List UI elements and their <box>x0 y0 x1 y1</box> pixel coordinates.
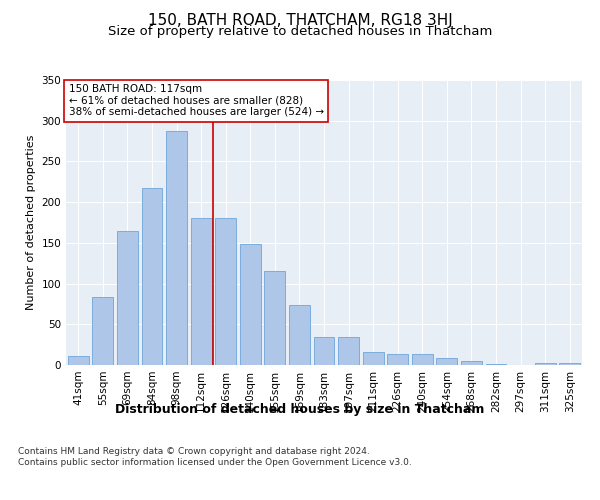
Y-axis label: Number of detached properties: Number of detached properties <box>26 135 36 310</box>
Bar <box>92 298 113 365</box>
Bar <box>142 188 163 365</box>
Bar <box>265 272 286 365</box>
Bar <box>68 356 89 365</box>
Bar <box>535 362 556 365</box>
Bar <box>338 338 359 365</box>
Bar <box>559 362 580 365</box>
Bar <box>191 218 212 365</box>
Bar <box>412 354 433 365</box>
Bar <box>166 132 187 365</box>
Bar <box>240 244 261 365</box>
Bar <box>461 361 482 365</box>
Bar <box>314 338 334 365</box>
Bar <box>362 352 383 365</box>
Bar <box>215 218 236 365</box>
Text: Distribution of detached houses by size in Thatcham: Distribution of detached houses by size … <box>115 402 485 415</box>
Bar <box>117 232 138 365</box>
Text: Size of property relative to detached houses in Thatcham: Size of property relative to detached ho… <box>108 25 492 38</box>
Bar <box>387 354 408 365</box>
Text: Contains HM Land Registry data © Crown copyright and database right 2024.
Contai: Contains HM Land Registry data © Crown c… <box>18 448 412 467</box>
Bar <box>436 358 457 365</box>
Text: 150 BATH ROAD: 117sqm
← 61% of detached houses are smaller (828)
38% of semi-det: 150 BATH ROAD: 117sqm ← 61% of detached … <box>68 84 324 117</box>
Text: 150, BATH ROAD, THATCHAM, RG18 3HJ: 150, BATH ROAD, THATCHAM, RG18 3HJ <box>148 12 452 28</box>
Bar <box>289 304 310 365</box>
Bar <box>485 364 506 365</box>
